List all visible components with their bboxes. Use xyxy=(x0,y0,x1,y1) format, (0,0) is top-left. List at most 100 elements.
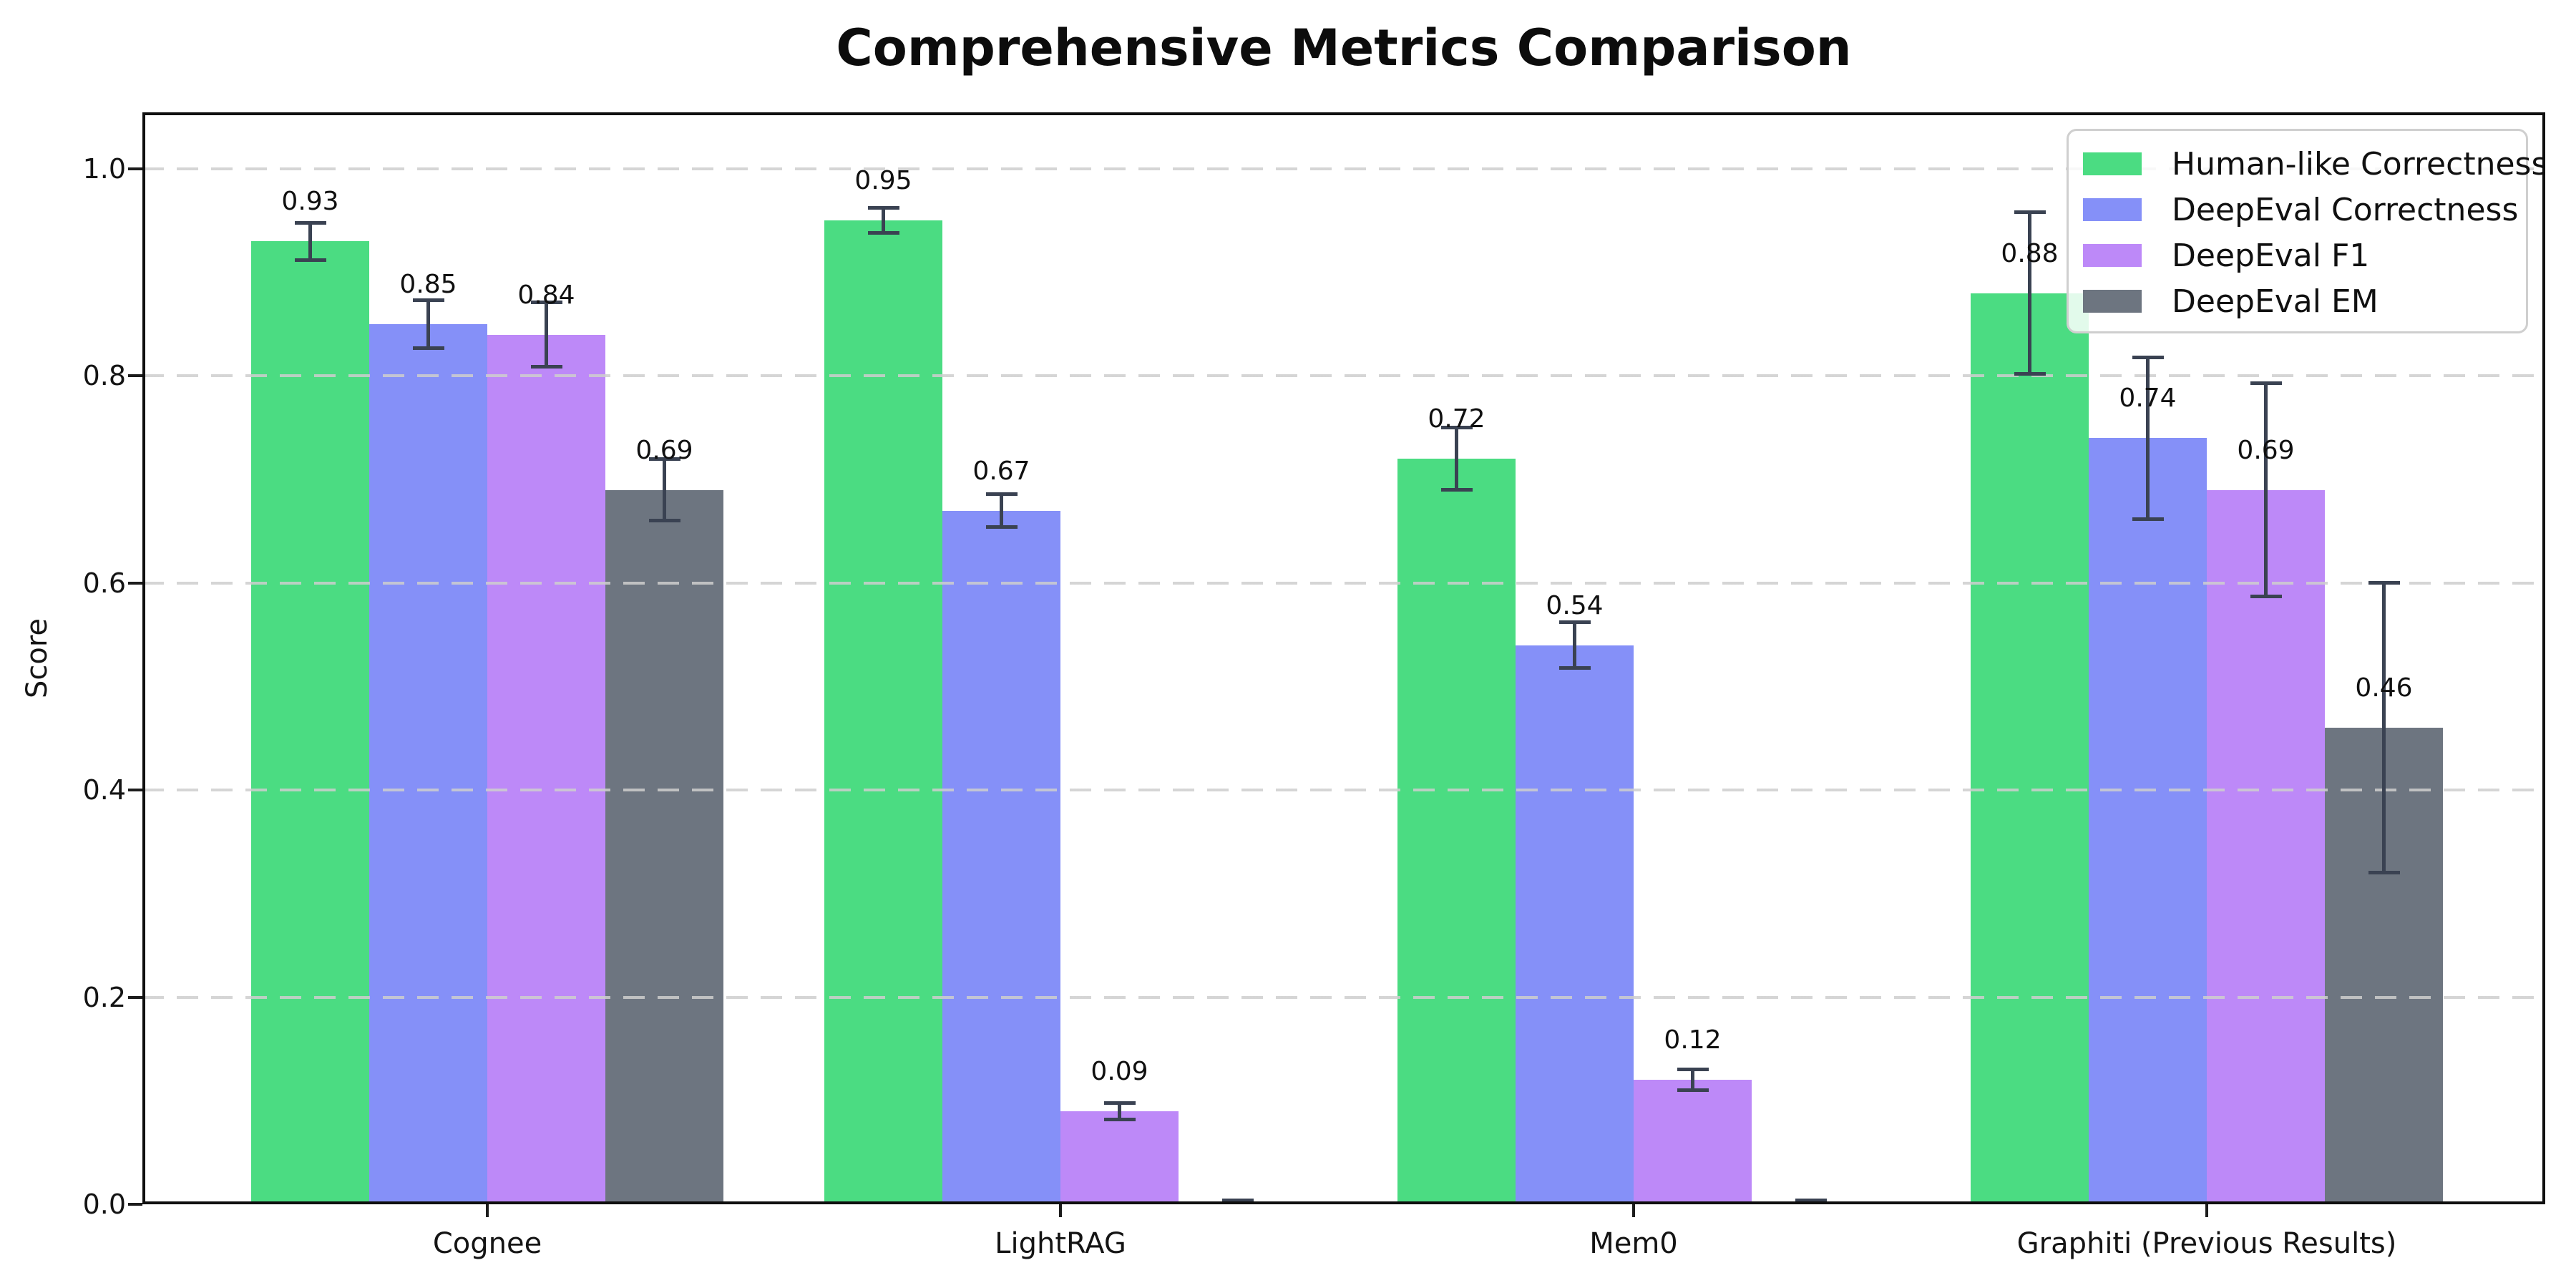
error-bar-deepeval-f1-graphiti-previous-results xyxy=(2264,383,2268,597)
error-bar-human-like-correctness-mem0 xyxy=(1455,427,1458,490)
bar-deepeval-correctness-lightrag xyxy=(942,510,1060,1204)
error-bar-cap xyxy=(1558,620,1591,625)
y-tick-label: 0.6 xyxy=(82,567,126,599)
error-bar-deepeval-correctness-graphiti-previous-results xyxy=(2146,357,2150,519)
bar-value-label: 0.69 xyxy=(2237,435,2295,465)
error-bar-cap xyxy=(2014,210,2046,215)
error-bar-cap xyxy=(1677,1088,1709,1093)
bar-value-label: 0.72 xyxy=(1428,404,1485,434)
plot-area: 0.93 0.85 0.84 0.69 0.95 0.67 0.09 0.72 0.54 0.12… xyxy=(142,112,2545,1204)
error-bar-cap xyxy=(1440,488,1473,492)
error-bar-cap xyxy=(2132,517,2164,521)
bar-human-like-correctness-cognee xyxy=(251,241,369,1204)
legend-swatch-deepeval-f1 xyxy=(2083,244,2142,267)
error-bar-cap xyxy=(985,492,1018,496)
y-tick-label: 0.2 xyxy=(82,981,126,1013)
bar-value-label: 0.12 xyxy=(1664,1025,1722,1055)
bar-value-label: 0.85 xyxy=(399,270,457,300)
bar-deepeval-f1-graphiti-previous-results xyxy=(2207,489,2325,1204)
y-tick-label: 0.0 xyxy=(82,1189,126,1220)
bar-deepeval-correctness-cognee xyxy=(369,324,487,1204)
y-tick-mark xyxy=(128,789,142,792)
error-bar-cap xyxy=(2368,581,2400,585)
error-bar-deepeval-f1-cognee xyxy=(545,302,548,367)
error-bar-cap xyxy=(648,457,680,461)
x-tick-mark xyxy=(1059,1204,1062,1217)
error-bar-cap xyxy=(648,519,680,523)
x-tick-label-graphiti-previous-results: Graphiti (Previous Results) xyxy=(2016,1227,2397,1260)
legend-item-human-like-correctness: Human-like Correctness xyxy=(2083,141,2545,187)
legend-item-deepeval-f1: DeepEval F1 xyxy=(2083,233,2512,278)
error-bar-cap xyxy=(867,206,899,210)
y-tick-mark xyxy=(128,581,142,585)
legend-item-deepeval-correctness: DeepEval Correctness xyxy=(2083,187,2518,233)
error-bar-cap xyxy=(2250,381,2282,386)
y-tick-label: 0.8 xyxy=(82,360,126,392)
error-bar-deepeval-f1-lightrag xyxy=(1118,1103,1121,1120)
gridline xyxy=(142,581,2545,585)
error-bar-cap xyxy=(1221,1198,1254,1202)
error-bar-deepeval-f1-mem0 xyxy=(1691,1069,1694,1091)
bar-deepeval-f1-lightrag xyxy=(1060,1111,1179,1204)
bar-deepeval-f1-cognee xyxy=(487,334,605,1204)
bar-value-label: 0.54 xyxy=(1546,590,1604,620)
gridline xyxy=(142,167,2545,170)
error-bar-cap xyxy=(1677,1068,1709,1072)
y-tick-mark xyxy=(128,374,142,378)
x-tick-mark xyxy=(2205,1204,2208,1217)
error-bar-cap xyxy=(867,231,899,235)
error-bar-human-like-correctness-graphiti-previous-results xyxy=(2028,212,2031,374)
error-bar-cap xyxy=(2014,372,2046,376)
bar-deepeval-correctness-mem0 xyxy=(1516,645,1634,1204)
error-bar-deepeval-em-cognee xyxy=(663,459,666,521)
legend-swatch-human-like-correctness xyxy=(2083,152,2142,175)
error-bar-cap xyxy=(530,301,562,305)
error-bar-human-like-correctness-lightrag xyxy=(882,208,885,233)
bar-value-label: 0.69 xyxy=(635,435,693,465)
legend-label: DeepEval EM xyxy=(2172,283,2379,320)
bar-deepeval-em-cognee xyxy=(605,489,723,1204)
gridline xyxy=(142,374,2545,378)
legend-label: Human-like Correctness xyxy=(2172,145,2545,182)
error-bar-cap xyxy=(530,364,562,369)
error-bar-cap xyxy=(294,220,326,225)
error-bar-cap xyxy=(1103,1101,1136,1105)
bar-value-label: 0.84 xyxy=(517,280,575,310)
bar-value-label: 0.46 xyxy=(2355,673,2413,703)
legend-swatch-deepeval-em xyxy=(2083,290,2142,313)
error-bar-deepeval-correctness-cognee xyxy=(426,300,430,348)
error-bar-cap xyxy=(985,525,1018,530)
y-tick-label: 0.4 xyxy=(82,774,126,806)
bar-value-label: 0.88 xyxy=(2001,238,2059,268)
y-tick-mark xyxy=(128,1203,142,1206)
x-tick-mark xyxy=(486,1204,489,1217)
error-bar-deepeval-correctness-mem0 xyxy=(1573,622,1576,668)
bar-value-label: 0.95 xyxy=(854,166,912,196)
bar-value-label: 0.09 xyxy=(1091,1056,1148,1086)
y-axis-label: Score xyxy=(21,618,54,699)
error-bar-deepeval-correctness-lightrag xyxy=(1000,494,1003,527)
bar-human-like-correctness-graphiti-previous-results xyxy=(1971,293,2089,1204)
legend-item-deepeval-em: DeepEval EM xyxy=(2083,278,2512,324)
bar-deepeval-correctness-graphiti-previous-results xyxy=(2089,438,2207,1204)
gridline xyxy=(142,995,2545,999)
chart-title: Comprehensive Metrics Comparison xyxy=(836,19,1852,77)
error-bar-cap xyxy=(412,346,444,350)
bar-deepeval-f1-mem0 xyxy=(1634,1080,1752,1204)
error-bar-cap xyxy=(1103,1117,1136,1121)
legend-label: DeepEval F1 xyxy=(2172,237,2370,274)
y-tick-label: 1.0 xyxy=(82,153,126,185)
y-tick-mark xyxy=(128,995,142,999)
error-bar-cap xyxy=(294,258,326,262)
error-bar-cap xyxy=(1795,1198,1827,1202)
legend-label: DeepEval Correctness xyxy=(2172,191,2519,228)
bar-value-label: 0.74 xyxy=(2119,384,2177,414)
error-bar-cap xyxy=(2250,595,2282,599)
error-bar-human-like-correctness-cognee xyxy=(308,223,312,260)
gridline xyxy=(142,789,2545,792)
error-bar-cap xyxy=(412,298,444,303)
bar-human-like-correctness-mem0 xyxy=(1397,459,1516,1204)
error-bar-cap xyxy=(1440,426,1473,430)
x-tick-label-mem0: Mem0 xyxy=(1589,1227,1678,1260)
